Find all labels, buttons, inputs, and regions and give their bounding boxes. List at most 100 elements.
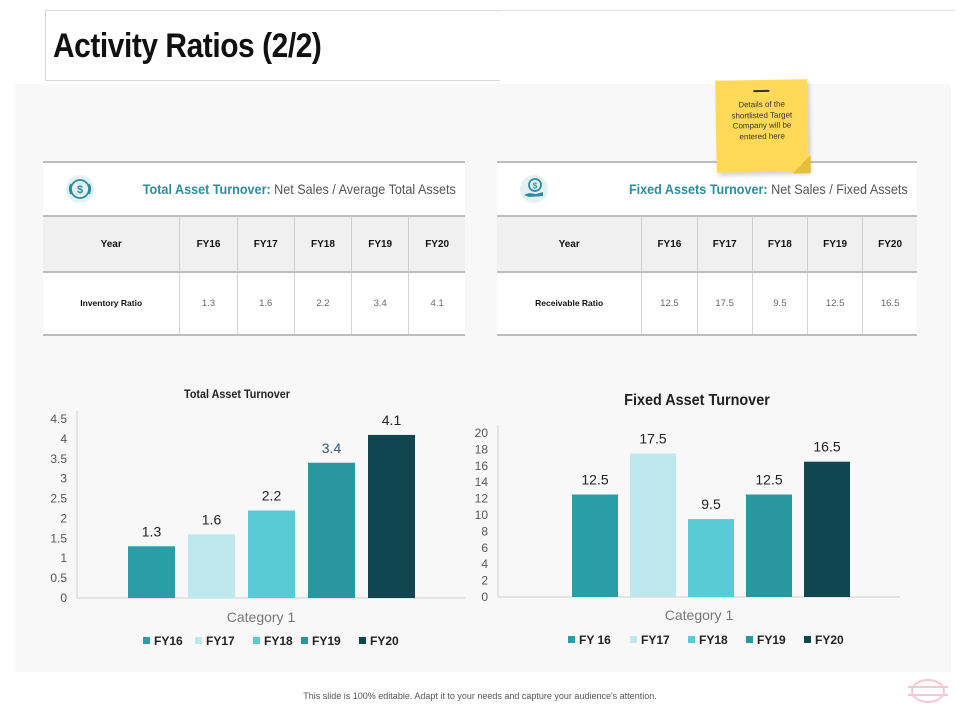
y-tick-label: 14 [475, 475, 489, 489]
bar-fy18 [688, 519, 734, 597]
legend-entry: FY19 [312, 634, 341, 648]
data-label: 12.5 [581, 472, 608, 488]
legend-entry: FY20 [370, 634, 399, 648]
legend-entry: FY18 [264, 634, 293, 648]
y-tick-label: 2 [481, 574, 488, 588]
sticky-note-fold [792, 155, 811, 174]
row-label: Receivable Ratio [497, 272, 643, 336]
column-header: FY17 [237, 216, 295, 273]
svg-text:$: $ [533, 182, 538, 191]
column-header: Year [43, 216, 181, 273]
legend-swatch [143, 637, 150, 644]
bar-fy18 [248, 510, 295, 598]
y-tick-label: 4.5 [50, 412, 67, 426]
y-tick-label: 0 [60, 591, 67, 605]
y-tick-label: 8 [481, 524, 488, 538]
column-header: FY18 [294, 216, 353, 273]
bar-fy19 [746, 494, 792, 597]
bar-fy16 [128, 546, 175, 598]
chart-title: Total Asset Turnover [184, 389, 290, 402]
y-tick-label: 0.5 [50, 571, 67, 585]
y-tick-label: 20 [475, 426, 489, 440]
y-tick-label: 2 [60, 511, 67, 525]
total-asset-turnover-chart: Total Asset Turnover 0 0.5 1 1.5 2 2.5 3 3.5 4 4.5… [50, 389, 465, 648]
y-tick-label: 10 [475, 508, 489, 522]
data-label: 1.3 [142, 523, 162, 539]
table-cell: 9.5 [752, 272, 809, 336]
money-hand-icon: $ [520, 175, 548, 203]
table-cell: 12.5 [641, 272, 698, 336]
column-header: FY17 [697, 216, 753, 273]
legend-entry: FY19 [757, 633, 786, 647]
legend-entry: FY16 [154, 634, 183, 648]
table-cell: 1.3 [179, 272, 238, 336]
category-label: Category 1 [227, 609, 296, 625]
column-header: FY18 [752, 216, 809, 273]
y-tick-label: 12 [475, 492, 489, 506]
data-label: 12.5 [755, 472, 782, 488]
legend-swatch [746, 636, 753, 643]
chart-title: Fixed Asset Turnover [624, 391, 770, 409]
y-tick-label: 3.5 [50, 452, 67, 466]
table-cell: 12.5 [807, 272, 864, 336]
legend-swatch [804, 636, 811, 643]
data-label: 16.5 [813, 439, 840, 455]
table-row: Receivable Ratio 12.5 17.5 9.5 12.5 16.5 [497, 272, 917, 336]
data-label: 4.1 [382, 412, 402, 428]
y-tick-label: 0 [481, 590, 488, 604]
legend-swatch [630, 636, 637, 643]
legend-swatch [301, 637, 308, 644]
bar-fy17 [630, 453, 676, 597]
table-header-text: Fixed Assets Turnover: Net Sales / Fixed… [629, 181, 908, 197]
table-cell: 1.6 [237, 272, 295, 336]
total-asset-turnover-table: $ Total Asset Turnover: Net Sales / Aver… [43, 161, 465, 336]
dollar-icon: $ [66, 175, 94, 203]
data-label: 3.4 [322, 440, 342, 456]
y-tick-label: 4 [60, 432, 67, 446]
legend-entry: FY17 [641, 633, 670, 647]
y-tick-label: 3 [60, 472, 67, 486]
column-header: FY16 [641, 216, 698, 273]
category-label: Category 1 [665, 607, 734, 623]
column-header: Year [497, 216, 643, 273]
table-cell: 3.4 [351, 272, 410, 336]
fixed-asset-turnover-chart: Fixed Asset Turnover 0 2 4 6 8 10 12 14 16 18 20 12.… [475, 391, 900, 647]
title-frame [45, 10, 500, 81]
sticky-note-dash [753, 89, 770, 93]
table-cell: 2.2 [294, 272, 353, 336]
column-header: FY20 [408, 216, 465, 273]
data-label: 17.5 [639, 431, 666, 447]
legend-swatch [359, 637, 366, 644]
bar-fy20 [368, 434, 415, 598]
table-cell: 16.5 [862, 272, 917, 336]
y-tick-label: 18 [475, 442, 489, 456]
column-header: FY20 [862, 216, 917, 273]
bar-fy17 [188, 534, 235, 598]
bar-fy16 [572, 494, 618, 597]
data-label: 1.6 [202, 511, 222, 527]
y-tick-label: 6 [481, 541, 488, 555]
legend-swatch [195, 637, 202, 644]
svg-text:$: $ [77, 184, 83, 196]
legend-entry: FY 16 [579, 633, 611, 647]
sticky-note-text: Details of the shortlisted Target Compan… [731, 99, 793, 141]
column-header: FY19 [351, 216, 410, 273]
y-tick-label: 1 [60, 551, 67, 565]
bar-fy20 [804, 461, 850, 597]
row-label: Inventory Ratio [43, 272, 181, 336]
table-header-text: Total Asset Turnover: Net Sales / Averag… [142, 181, 456, 197]
footer-note: This slide is 100% editable. Adapt it to… [303, 691, 657, 701]
brand-logo-icon [908, 678, 948, 704]
table-cell: 17.5 [697, 272, 753, 336]
legend-entry: FY20 [815, 633, 844, 647]
column-header: FY19 [807, 216, 864, 273]
y-tick-label: 16 [475, 459, 489, 473]
page-title: Activity Ratios (2/2) [53, 27, 322, 65]
y-tick-label: 4 [481, 557, 488, 571]
legend-swatch [688, 636, 695, 643]
fixed-assets-turnover-table: $ Fixed Assets Turnover: Net Sales / Fix… [497, 161, 917, 336]
bar-fy19 [308, 462, 355, 598]
legend-entry: FY18 [699, 633, 728, 647]
legend-entry: FY17 [206, 634, 235, 648]
y-tick-label: 2.5 [50, 492, 67, 506]
